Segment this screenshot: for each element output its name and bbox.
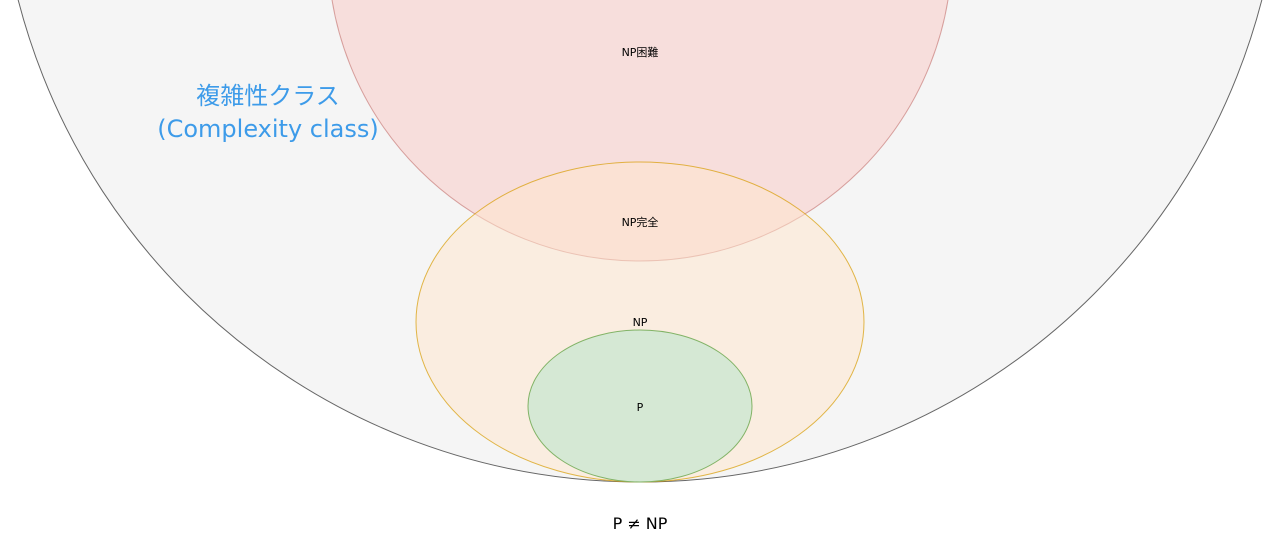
- np-hard-label: NP困難: [622, 46, 659, 59]
- p-region: [527, 329, 753, 483]
- p-not-equal-np-caption: P ≠ NP: [613, 514, 668, 533]
- np-complete-label: NP完全: [622, 215, 659, 229]
- p-label: P: [637, 401, 644, 414]
- diagram-title-english: (Complexity class): [157, 115, 378, 143]
- np-label: NP: [633, 316, 648, 329]
- diagram-title-japanese: 複雑性クラス: [196, 82, 340, 110]
